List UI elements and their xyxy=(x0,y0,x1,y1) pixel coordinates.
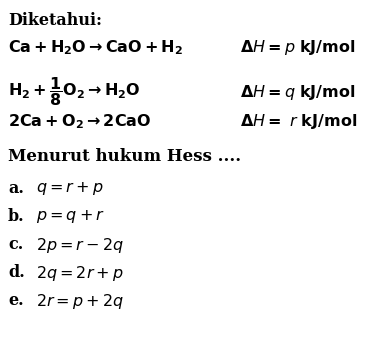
Text: $\mathbf{\Delta \mathit{H} = \mathit{q}}$ $\mathbf{kJ/mol}$: $\mathbf{\Delta \mathit{H} = \mathit{q}}… xyxy=(240,83,356,102)
Text: c.: c. xyxy=(8,236,23,253)
Text: $\mathbf{H_2 + \dfrac{1}{8}O_2 \rightarrow H_2O}$: $\mathbf{H_2 + \dfrac{1}{8}O_2 \rightarr… xyxy=(8,75,141,108)
Text: b.: b. xyxy=(8,208,25,225)
Text: e.: e. xyxy=(8,292,24,309)
Text: $2r = p + 2q$: $2r = p + 2q$ xyxy=(36,292,124,311)
Text: $\mathbf{\Delta \mathit{H} = \mathit{p}}$ $\mathbf{kJ/mol}$: $\mathbf{\Delta \mathit{H} = \mathit{p}}… xyxy=(240,38,356,57)
Text: $\mathbf{Ca + H_2O \rightarrow CaO + H_2}$: $\mathbf{Ca + H_2O \rightarrow CaO + H_2… xyxy=(8,38,183,57)
Text: $p = q + r$: $p = q + r$ xyxy=(36,208,105,225)
Text: $2q = 2r + p$: $2q = 2r + p$ xyxy=(36,264,124,283)
Text: $\mathbf{\Delta \mathit{H} =\ \mathit{r}}$ $\mathbf{kJ/mol}$: $\mathbf{\Delta \mathit{H} =\ \mathit{r}… xyxy=(240,112,357,131)
Text: $\mathbf{2Ca + O_2 \rightarrow 2CaO}$: $\mathbf{2Ca + O_2 \rightarrow 2CaO}$ xyxy=(8,112,151,131)
Text: $2p = r - 2q$: $2p = r - 2q$ xyxy=(36,236,124,255)
Text: a.: a. xyxy=(8,180,24,197)
Text: $q = r + p$: $q = r + p$ xyxy=(36,180,104,197)
Text: d.: d. xyxy=(8,264,25,281)
Text: Diketahui:: Diketahui: xyxy=(8,12,102,29)
Text: Menurut hukum Hess ....: Menurut hukum Hess .... xyxy=(8,148,241,165)
